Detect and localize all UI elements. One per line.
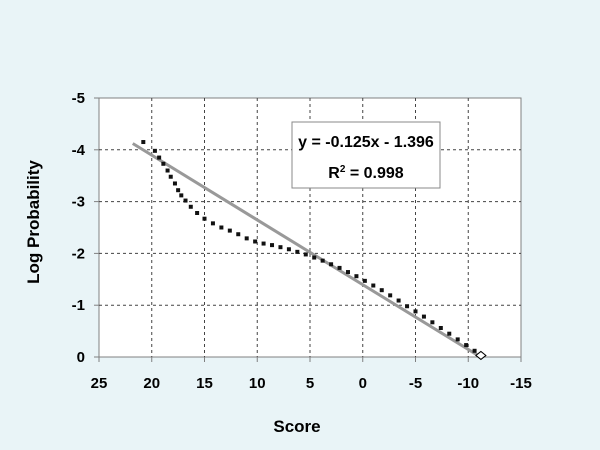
data-point <box>430 320 435 325</box>
data-point <box>405 304 410 309</box>
x-tick-label: 0 <box>359 375 367 392</box>
trendline <box>131 142 482 359</box>
data-point <box>388 293 393 298</box>
data-point <box>253 239 258 244</box>
data-point <box>371 283 376 288</box>
data-point <box>354 274 359 279</box>
data-point <box>195 210 200 215</box>
data-point <box>176 188 181 193</box>
x-tick-label: 15 <box>196 375 213 392</box>
y-axis-title: Log Probability <box>24 160 43 284</box>
data-point <box>188 204 193 209</box>
data-point <box>261 241 266 246</box>
r-squared-superscript: 2 <box>340 164 346 175</box>
data-points <box>141 140 487 361</box>
r-squared-symbol: R <box>328 165 340 182</box>
data-point <box>183 198 188 203</box>
data-point <box>172 181 177 186</box>
data-point <box>286 247 291 252</box>
data-point <box>362 278 367 283</box>
equation-box: y = -0.125x - 1.396 R2 = 0.998 <box>291 121 441 189</box>
x-tick-label: -10 <box>457 375 479 392</box>
y-tick-label: 0 <box>77 349 85 366</box>
data-point <box>455 337 460 342</box>
data-point <box>345 270 350 275</box>
data-point <box>278 245 283 250</box>
data-point <box>396 298 401 303</box>
data-point <box>161 161 166 166</box>
data-point <box>168 174 173 179</box>
data-point <box>320 258 325 263</box>
data-point <box>303 252 308 257</box>
data-point <box>329 262 334 267</box>
data-point <box>270 243 275 248</box>
data-point <box>244 236 249 241</box>
x-tick-label: 5 <box>306 375 314 392</box>
data-point <box>413 309 418 314</box>
trendline-equation: y = -0.125x - 1.396 <box>298 134 434 151</box>
data-point <box>179 193 184 198</box>
y-tick-label: -1 <box>72 297 85 314</box>
data-point <box>295 249 300 254</box>
data-point <box>236 232 241 237</box>
x-tick-label: 25 <box>91 375 108 392</box>
data-point <box>202 216 207 221</box>
x-axis-title: Score <box>273 417 320 436</box>
data-point <box>219 225 224 230</box>
x-tick-label: -5 <box>409 375 422 392</box>
data-point <box>464 343 469 348</box>
data-point <box>447 331 452 336</box>
y-axis-ticks: -5 -4 -3 -2 -1 0 <box>72 90 99 366</box>
equation-box-frame <box>291 121 441 189</box>
data-point <box>379 288 384 293</box>
data-point <box>157 155 162 160</box>
x-tick-label: -15 <box>510 375 532 392</box>
data-point <box>472 348 477 353</box>
r-squared: R2 = 0.998 <box>328 164 404 182</box>
y-tick-label: -5 <box>72 90 85 107</box>
x-tick-label: 10 <box>249 375 266 392</box>
data-point <box>438 325 443 330</box>
data-point <box>210 221 215 226</box>
r-squared-value: = 0.998 <box>345 165 403 182</box>
data-point <box>337 265 342 270</box>
y-tick-label: -2 <box>72 245 85 262</box>
x-tick-label: 20 <box>143 375 160 392</box>
data-point <box>152 148 157 153</box>
y-tick-label: -4 <box>72 142 86 159</box>
x-axis-ticks: 25 20 15 10 5 0 -5 -10 -15 <box>91 357 532 392</box>
endpoint-marker <box>475 350 487 361</box>
data-point <box>312 255 317 260</box>
data-point <box>141 140 146 145</box>
data-point <box>421 314 426 319</box>
y-tick-label: -3 <box>72 194 85 211</box>
data-point <box>227 228 232 233</box>
data-point <box>165 168 170 173</box>
